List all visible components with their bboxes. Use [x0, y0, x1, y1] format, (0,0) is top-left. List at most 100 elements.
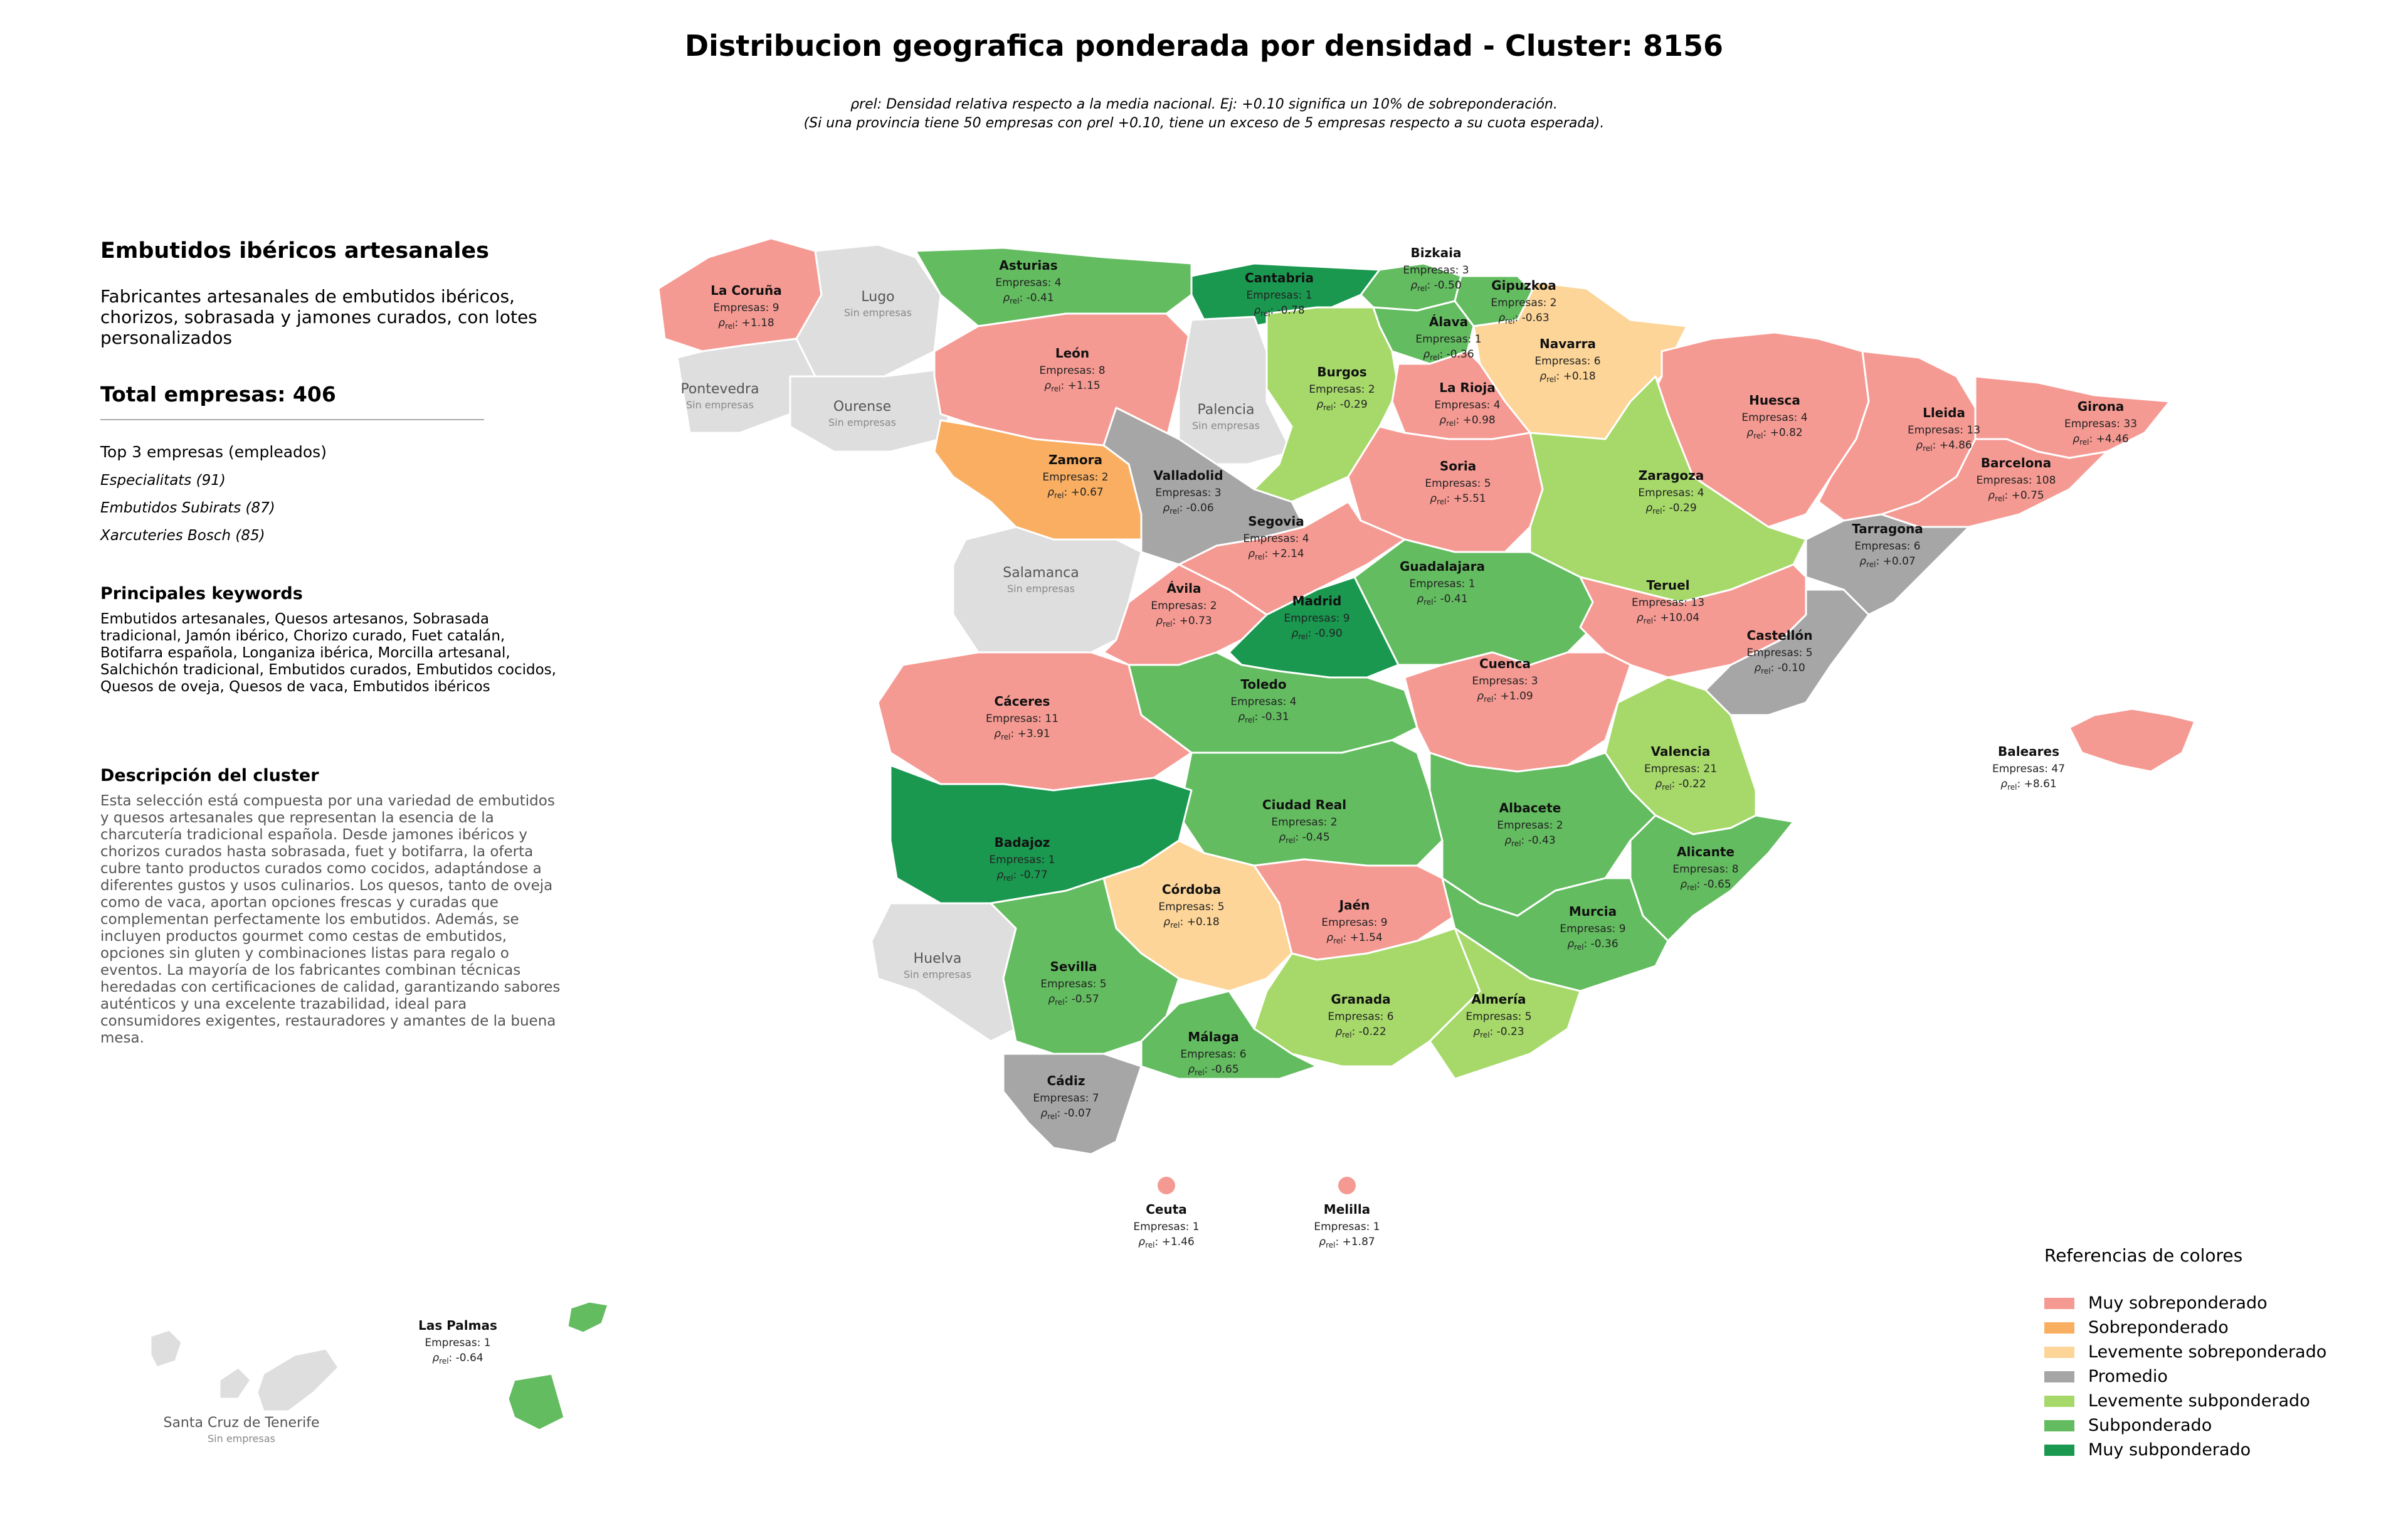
legend-label: Promedio [2088, 1367, 2168, 1386]
province-lugo[interactable] [795, 243, 942, 378]
companies-count-melilla: Empresas: 1 [1314, 1221, 1380, 1233]
rho-value-girona: ρrel: +4.46 [2073, 433, 2128, 447]
province-label-almeria: Almería [1472, 992, 1526, 1007]
province-ceuta[interactable] [1158, 1177, 1175, 1194]
no-companies-label-ourense: Sin empresas [828, 416, 896, 428]
companies-count-sevilla: Empresas: 5 [1040, 978, 1106, 990]
province-barcelona[interactable] [1880, 438, 2108, 528]
companies-count-zamora: Empresas: 2 [1042, 471, 1108, 484]
cluster-heading: Embutidos ibéricos artesanales [100, 238, 489, 263]
province-tarragona[interactable] [1805, 513, 1970, 616]
legend-item-sobre: Sobreponderado [2044, 1315, 2358, 1340]
companies-count-cadiz: Empresas: 7 [1033, 1092, 1099, 1105]
province-label-zaragoza: Zaragoza [1639, 468, 1704, 483]
rho-value-toledo: ρrel: -0.31 [1238, 711, 1289, 724]
companies-count-alava: Empresas: 1 [1415, 333, 1481, 346]
province-asturias[interactable] [914, 247, 1193, 327]
rho-value-ciudad-real: ρrel: -0.45 [1279, 831, 1329, 845]
province-label-valencia: Valencia [1651, 744, 1711, 759]
province-label-pontevedra: Pontevedra [680, 381, 759, 397]
no-companies-label-huelva: Sin empresas [904, 968, 971, 980]
province-melilla[interactable] [1338, 1177, 1356, 1194]
companies-count-almeria: Empresas: 5 [1465, 1011, 1531, 1023]
companies-count-ciudad-real: Empresas: 2 [1271, 816, 1337, 829]
rho-value-tarragona: ρrel: +0.07 [1859, 555, 1915, 569]
legend-item-sub: Subponderado [2044, 1413, 2358, 1438]
province-zamora[interactable] [933, 419, 1143, 541]
no-companies-label-santa-cruz-de-tenerife: Sin empresas [208, 1433, 275, 1445]
province-zaragoza[interactable] [1529, 375, 1807, 603]
rho-value-burgos: ρrel: -0.29 [1316, 398, 1367, 412]
province-las-palmas[interactable] [507, 1300, 610, 1431]
companies-count-leon: Empresas: 8 [1039, 364, 1105, 377]
province-cadiz[interactable] [1002, 1053, 1143, 1155]
rho-value-madrid: ρrel: -0.90 [1291, 627, 1342, 641]
province-label-ceuta: Ceuta [1146, 1202, 1187, 1217]
companies-count-cuenca: Empresas: 3 [1472, 675, 1538, 687]
province-label-sevilla: Sevilla [1050, 959, 1097, 974]
province-label-santa-cruz-de-tenerife: Santa Cruz de Tenerife [163, 1415, 319, 1431]
companies-count-avila: Empresas: 2 [1151, 600, 1217, 612]
companies-count-lleida: Empresas: 13 [1908, 424, 1980, 437]
rho-value-la-rioja: ρrel: +0.98 [1439, 414, 1495, 428]
legend-item-lev-sobre: Levemente sobreponderado [2044, 1340, 2358, 1364]
legend-swatch [2044, 1419, 2074, 1431]
companies-count-soria: Empresas: 5 [1425, 477, 1491, 490]
province-label-burgos: Burgos [1317, 364, 1366, 379]
province-label-asturias: Asturias [999, 258, 1057, 273]
legend-swatch [2044, 1395, 2074, 1407]
province-albacete[interactable] [1428, 751, 1657, 917]
subtitle-line-2: (Si una provincia tiene 50 empresas con … [803, 115, 1605, 131]
province-label-melilla: Melilla [1324, 1202, 1370, 1217]
province-jaen[interactable] [1253, 858, 1456, 961]
rho-value-alicante: ρrel: -0.65 [1680, 878, 1731, 892]
province-huelva[interactable] [870, 902, 1017, 1043]
companies-count-madrid: Empresas: 9 [1284, 612, 1349, 625]
legend-item-muy-sobre: Muy sobreponderado [2044, 1291, 2358, 1315]
rho-value-barcelona: ρrel: +0.75 [1988, 489, 2044, 503]
rho-value-caceres: ρrel: +3.91 [994, 728, 1050, 741]
cluster-description-title: Descripción del cluster [100, 766, 319, 785]
province-label-tarragona: Tarragona [1852, 521, 1923, 536]
companies-count-guadalajara: Empresas: 1 [1409, 578, 1475, 590]
legend-label: Sobreponderado [2088, 1318, 2229, 1337]
province-label-gipuzkoa: Gipuzkoa [1491, 278, 1556, 293]
province-castellon[interactable] [1704, 588, 1870, 716]
province-label-jaen: Jaén [1338, 898, 1370, 913]
province-almeria[interactable] [1428, 927, 1582, 1080]
province-label-alava: Álava [1429, 314, 1468, 329]
legend-item-muy-sub: Muy subponderado [2044, 1438, 2358, 1462]
province-avila[interactable] [1102, 563, 1268, 666]
rho-value-cuenca: ρrel: +1.09 [1477, 690, 1533, 704]
province-label-baleares: Baleares [1998, 744, 2059, 759]
province-malaga[interactable] [1140, 990, 1318, 1080]
keywords-text: Embutidos artesanales, Quesos artesanos,… [100, 611, 556, 695]
province-label-albacete: Albacete [1499, 800, 1561, 815]
rho-value-huesca: ρrel: +0.82 [1746, 427, 1802, 440]
companies-count-alicante: Empresas: 8 [1672, 863, 1738, 876]
rho-value-murcia: ρrel: -0.36 [1567, 938, 1618, 952]
rho-value-navarra: ρrel: +0.18 [1539, 370, 1595, 384]
province-palencia[interactable] [1178, 316, 1293, 465]
rho-value-malaga: ρrel: -0.65 [1188, 1063, 1238, 1077]
province-santa-cruz-de-tenerife[interactable] [149, 1329, 340, 1413]
companies-count-bizkaia: Empresas: 3 [1403, 264, 1469, 277]
rho-value-baleares: ρrel: +8.61 [2000, 778, 2056, 792]
province-label-ourense: Ourense [833, 399, 891, 415]
companies-count-la-coruna: Empresas: 9 [713, 302, 779, 314]
rho-value-albacete: ρrel: -0.43 [1504, 834, 1555, 848]
province-cantabria[interactable] [1190, 262, 1381, 327]
province-label-valladolid: Valladolid [1153, 468, 1223, 483]
province-baleares[interactable] [2068, 708, 2196, 773]
companies-count-zaragoza: Empresas: 4 [1638, 487, 1704, 499]
rho-value-valencia: ρrel: -0.22 [1655, 778, 1706, 792]
province-label-cantabria: Cantabria [1245, 270, 1314, 285]
province-label-salamanca: Salamanca [1003, 565, 1079, 581]
province-label-huelva: Huelva [914, 951, 962, 967]
no-companies-label-palencia: Sin empresas [1192, 420, 1260, 432]
cluster-description-text: Esta selección está compuesta por una va… [100, 793, 561, 1046]
province-label-segovia: Segovia [1248, 514, 1304, 529]
rho-value-valladolid: ρrel: -0.06 [1163, 502, 1213, 516]
companies-count-huesca: Empresas: 4 [1741, 411, 1807, 424]
rho-value-zamora: ρrel: +0.67 [1047, 486, 1103, 500]
